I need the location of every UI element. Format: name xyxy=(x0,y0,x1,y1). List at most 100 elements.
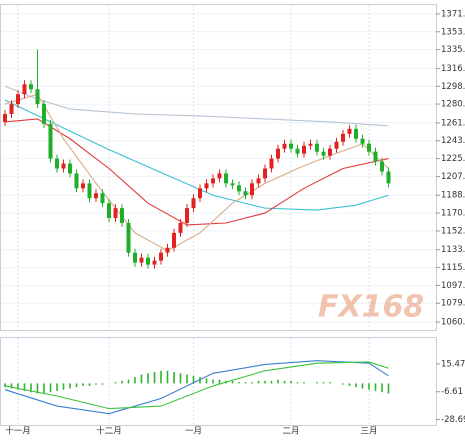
line xyxy=(4,99,389,211)
candle-body xyxy=(113,208,118,219)
y-tick-label: 1353. xyxy=(441,27,465,37)
candle-body xyxy=(139,257,144,263)
histogram-bar xyxy=(101,383,104,385)
candle-body xyxy=(204,183,209,189)
histogram-bar xyxy=(43,383,45,394)
histogram-bar xyxy=(62,383,65,390)
histogram-bar xyxy=(251,382,253,384)
candle-body xyxy=(380,161,384,172)
histogram-bar xyxy=(283,380,286,384)
candle-body xyxy=(22,84,27,95)
candle-body xyxy=(269,158,274,169)
histogram-bar xyxy=(329,382,331,384)
candle-body xyxy=(165,247,170,253)
price-panel xyxy=(0,4,437,331)
candle-body xyxy=(295,148,300,154)
candle-body xyxy=(289,143,293,149)
line xyxy=(4,85,389,127)
candle-body xyxy=(354,128,358,139)
histogram-bar xyxy=(270,380,273,384)
line xyxy=(4,361,389,410)
histogram-bar xyxy=(56,383,58,391)
histogram-bar xyxy=(192,375,195,384)
candle-body xyxy=(386,171,391,184)
candle-body xyxy=(61,163,66,169)
candle-body xyxy=(198,188,202,199)
candle-body xyxy=(172,232,176,248)
candle-body xyxy=(211,178,215,184)
candle-body xyxy=(282,143,287,149)
histogram-bar xyxy=(82,383,84,386)
x-tick-label: 三月 xyxy=(360,427,377,437)
histogram-bar xyxy=(212,379,214,384)
histogram-bar xyxy=(218,379,221,384)
histogram-bar xyxy=(121,380,123,384)
candle-body xyxy=(146,257,150,265)
watermark: FX168 xyxy=(318,290,424,325)
histogram-bar xyxy=(127,379,130,384)
histogram-bar xyxy=(381,383,383,393)
y-tick-label: 1298. xyxy=(441,82,465,92)
y-tick-label: 1079. xyxy=(441,299,465,309)
candle-body xyxy=(224,173,228,184)
y-tick-label: 1371. xyxy=(441,9,465,19)
candle-body xyxy=(328,148,332,156)
candle-body xyxy=(3,113,7,122)
candle-body xyxy=(230,183,235,186)
candle-body xyxy=(185,208,189,223)
histogram-bar xyxy=(36,383,39,394)
candle-body xyxy=(29,84,33,90)
candle-body xyxy=(81,183,85,189)
candle-body xyxy=(42,104,46,124)
y-tick-label: 15.47 xyxy=(441,359,465,369)
histogram-bar xyxy=(186,374,188,384)
y-tick-label: -6.61 xyxy=(441,387,463,397)
candle-body xyxy=(48,123,53,159)
histogram-bar xyxy=(49,383,52,393)
y-tick-label: 1188. xyxy=(441,191,465,201)
histogram-bar xyxy=(75,383,78,388)
histogram-bar xyxy=(166,370,169,384)
histogram-bar xyxy=(30,383,32,393)
candle-body xyxy=(9,104,14,114)
histogram-bar xyxy=(205,378,208,384)
histogram-bar xyxy=(17,383,19,390)
histogram-bar xyxy=(114,382,117,384)
histogram-bar xyxy=(277,379,279,384)
y-tick-label: 1335. xyxy=(441,45,465,55)
y-tick-label: 1225. xyxy=(441,154,465,164)
line xyxy=(4,93,389,252)
histogram-bar xyxy=(348,383,351,386)
histogram-bar xyxy=(361,383,364,389)
candle-body xyxy=(87,183,92,199)
line xyxy=(4,360,389,415)
histogram-bar xyxy=(23,383,26,391)
candle-body xyxy=(126,222,131,253)
candle-body xyxy=(347,128,352,134)
histogram-bar xyxy=(257,380,260,384)
histogram-bar xyxy=(322,382,325,384)
histogram-bar xyxy=(199,377,201,384)
candle-body xyxy=(334,141,339,149)
histogram-bar xyxy=(368,383,370,390)
histogram-bar xyxy=(244,382,247,384)
candle-body xyxy=(256,178,261,184)
macd-panel xyxy=(0,337,437,426)
y-tick-label: 1316. xyxy=(441,64,465,74)
candle-body xyxy=(35,89,40,105)
candle-body xyxy=(250,183,254,196)
y-tick-label: 1097. xyxy=(441,281,465,291)
histogram-bar xyxy=(10,383,13,389)
candle-body xyxy=(243,191,248,196)
histogram-bar xyxy=(69,383,71,389)
y-tick-label: -28.69 xyxy=(441,415,465,425)
histogram-bar xyxy=(355,383,357,388)
histogram-bar xyxy=(238,382,240,384)
candle-body xyxy=(263,168,267,179)
candle-body xyxy=(68,163,72,174)
x-tick-label: 十一月 xyxy=(5,426,31,437)
candle-body xyxy=(133,252,137,263)
histogram-bar xyxy=(88,383,91,386)
